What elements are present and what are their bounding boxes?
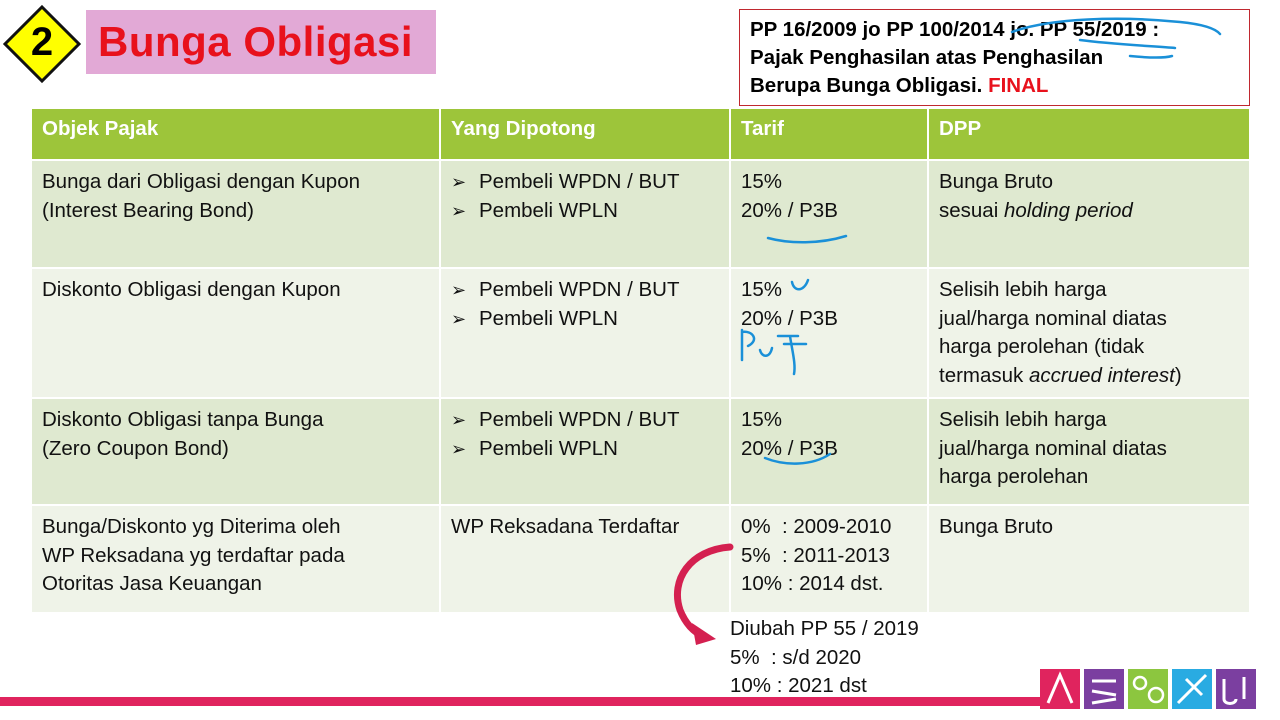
brand-logo-icon [1040,669,1256,709]
dpp-line: Bunga Bruto [939,515,1053,538]
dipotong-item: Pembeli WPLN [479,306,618,330]
dipotong-item: WP Reksadana Terdaftar [451,515,680,538]
dpp-line: jual/harga nominal diatas [939,306,1167,330]
final-label: FINAL [988,74,1049,97]
note-line: 5% : s/d 2020 [730,645,862,669]
arrow-bullet-icon: ➢ [451,438,467,459]
tarif-line: 15% [741,278,783,301]
cell-tarif: 15% 20% / P3B [730,398,929,506]
reference-line-2: Pajak Penghasilan atas Penghasilan [750,46,1104,69]
cell-dpp: Bunga Bruto sesuai holding period [928,160,1249,269]
arrow-bullet-icon: ➢ [451,410,467,430]
reference-line-3: Berupa Bunga Obligasi. FINAL [750,72,1249,100]
badge-number: 2 [30,20,54,64]
tarif-line: 5% : 2011-2013 [741,543,890,567]
table-row: Diskonto Obligasi tanpa Bunga (Zero Coup… [32,398,1249,506]
objek-line: Diskonto Obligasi tanpa Bunga [42,408,324,431]
objek-line: Bunga dari Obligasi dengan Kupon [42,170,360,193]
reference-line-3-text: Berupa Bunga Obligasi. [750,74,989,97]
cell-dipotong: ➢ Pembeli WPDN / BUT ➢ Pembeli WPLN [440,398,731,506]
arrow-bullet-icon: ➢ [451,280,467,300]
header-tarif: Tarif [730,109,929,161]
objek-line: (Zero Coupon Bond) [42,436,229,460]
arrow-bullet-icon: ➢ [451,200,467,221]
bottom-accent-bar [0,697,1040,706]
title-box: Bunga Obligasi [86,10,436,74]
arrow-bullet-icon: ➢ [451,308,467,329]
table-header-row: Objek Pajak Yang Dipotong Tarif DPP [32,109,1249,161]
tarif-line: 15% [741,170,783,193]
table-row: Diskonto Obligasi dengan Kupon ➢ Pembeli … [32,268,1249,399]
objek-line: Diskonto Obligasi dengan Kupon [42,278,341,301]
curved-arrow-icon [673,543,734,645]
dpp-line: Selisih lebih harga [939,408,1107,431]
dipotong-item: Pembeli WPDN / BUT [479,278,680,301]
cell-dpp: Selisih lebih harga jual/harga nominal d… [928,398,1249,506]
dipotong-item: Pembeli WPLN [479,436,618,460]
cell-tarif: 15% 20% / P3B [730,160,929,269]
dpp-line: harga perolehan [939,465,1089,488]
table-row: Bunga dari Obligasi dengan Kupon (Intere… [32,160,1249,269]
header-yang-dipotong: Yang Dipotong [440,109,731,161]
reference-line-1: PP 16/2009 jo PP 100/2014 jo. PP 55/2019… [750,18,1160,41]
cell-dipotong: ➢ Pembeli WPDN / BUT ➢ Pembeli WPLN [440,268,731,399]
dipotong-item: Pembeli WPLN [479,198,618,222]
table-row: Bunga/Diskonto yg Diterima oleh WP Reksa… [32,505,1249,614]
tarif-line: 0% : 2009-2010 [741,515,892,538]
step-number-badge: 2 [2,4,82,84]
header-objek-pajak: Objek Pajak [32,109,441,161]
cell-dipotong: WP Reksadana Terdaftar [440,505,731,614]
note-line: 10% : 2021 dst [730,674,867,697]
cell-dpp: Bunga Bruto [928,505,1249,614]
tarif-line: 20% / P3B [741,436,838,460]
tarif-line: 20% / P3B [741,198,838,222]
amendment-note: Diubah PP 55 / 2019 5% : s/d 2020 10% : … [730,615,919,701]
objek-line: (Interest Bearing Bond) [42,198,254,222]
tarif-line: 15% [741,408,783,431]
dpp-text: sesuai [939,198,1004,222]
cell-objek: Bunga dari Obligasi dengan Kupon (Intere… [32,160,441,269]
dpp-line: jual/harga nominal diatas [939,436,1167,460]
dpp-line: termasuk accrued interest) [939,362,1239,391]
diamond-shape [2,4,82,84]
cell-tarif: 0% : 2009-2010 5% : 2011-2013 10% : 2014… [730,505,929,614]
dpp-text: ) [1174,363,1182,387]
dipotong-item: Pembeli WPDN / BUT [479,408,680,431]
objek-line: Otoritas Jasa Keuangan [42,572,262,595]
dpp-text: termasuk [939,363,1029,387]
dpp-line: sesuai holding period [939,197,1239,226]
dpp-line: harga perolehan (tidak [939,335,1145,358]
tarif-line: 20% / P3B [741,306,838,330]
page-title: Bunga Obligasi [98,18,414,65]
objek-line: Bunga/Diskonto yg Diterima oleh [42,515,341,538]
dpp-italic-text: accrued interest [1029,363,1175,387]
cell-objek: Diskonto Obligasi dengan Kupon [32,268,441,399]
dpp-line: Selisih lebih harga [939,278,1107,301]
tax-table: Objek Pajak Yang Dipotong Tarif DPP Bung… [32,109,1249,614]
dpp-italic-text: holding period [1003,198,1133,222]
cell-tarif: 15% 20% / P3B [730,268,929,399]
tarif-line: 10% : 2014 dst. [741,572,884,595]
dipotong-item: Pembeli WPDN / BUT [479,170,680,193]
header-dpp: DPP [928,109,1249,161]
note-line: Diubah PP 55 / 2019 [730,617,919,640]
objek-line: WP Reksadana yg terdaftar pada [42,543,345,567]
dpp-line: Bunga Bruto [939,170,1053,193]
regulation-reference-box: PP 16/2009 jo PP 100/2014 jo. PP 55/2019… [739,9,1250,106]
cell-dpp: Selisih lebih harga jual/harga nominal d… [928,268,1249,399]
arrow-bullet-icon: ➢ [451,172,467,192]
cell-dipotong: ➢ Pembeli WPDN / BUT ➢ Pembeli WPLN [440,160,731,269]
cell-objek: Diskonto Obligasi tanpa Bunga (Zero Coup… [32,398,441,506]
cell-objek: Bunga/Diskonto yg Diterima oleh WP Reksa… [32,505,441,614]
